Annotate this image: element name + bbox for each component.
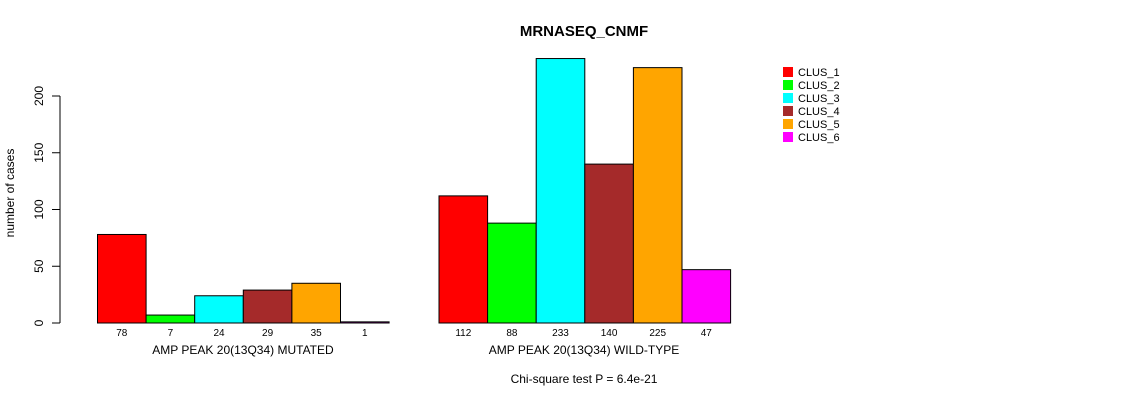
bar-clus-5 [632,67,683,324]
chart-title: MRNASEQ_CNMF [520,23,648,40]
bar-count-label: 112 [455,328,471,339]
y-axis: 0 50 100 150 200 [32,86,61,326]
x-group-label-wild-type: AMP PEAK 20(13Q34) WILD-TYPE [489,343,680,357]
bar-count-label: 24 [213,328,225,339]
legend-label: CLUS_2 [798,80,840,92]
bar-count-label: 233 [552,328,569,339]
bar-clus-5 [291,282,341,324]
y-tick-label: 50 [32,259,46,273]
y-axis-label: number of cases [3,149,17,238]
legend-swatch [783,106,793,116]
bar-count-label: 140 [601,328,618,339]
bar-count-label: 7 [168,328,174,339]
legend-label: CLUS_5 [798,119,840,131]
y-tick-label: 200 [32,86,46,106]
bar-clus-1 [438,195,489,324]
bar-clus-4 [242,289,293,324]
legend-label: CLUS_1 [798,67,840,79]
legend-swatch [783,80,793,90]
y-tick-label: 100 [32,199,46,219]
legend-swatch [783,67,793,77]
bars-layer: 78 7 24 29 35 1 112 88 233 140 225 47 [97,58,732,339]
bar-clus-1 [97,233,147,324]
bar-clus-2 [145,314,196,324]
legend-label: CLUS_3 [798,93,840,105]
bar-count-label: 1 [362,328,368,339]
chi-square-footnote: Chi-square test P = 6.4e-21 [511,372,658,386]
bar-clus-3 [194,295,244,324]
x-group-label-mutated: AMP PEAK 20(13Q34) MUTATED [152,343,334,357]
bar-clus-3 [535,58,586,324]
y-tick-label: 150 [32,142,46,162]
legend-swatch [783,93,793,103]
bar-clus-6 [681,269,732,324]
bar-clus-4 [584,163,634,324]
bar-count-label: 47 [701,328,713,339]
bar-count-label: 225 [649,328,666,339]
bar-count-label: 29 [262,328,274,339]
legend-swatch [783,132,793,142]
bar-count-label: 78 [116,328,128,339]
bar-count-label: 35 [311,328,323,339]
legend-label: CLUS_6 [798,132,840,144]
y-tick-label: 0 [32,319,46,326]
bar-clus-6 [340,321,390,324]
bar-count-label: 88 [506,328,518,339]
bar-clus-2 [487,222,537,324]
legend-swatch [783,119,793,129]
legend-label: CLUS_4 [798,106,840,118]
